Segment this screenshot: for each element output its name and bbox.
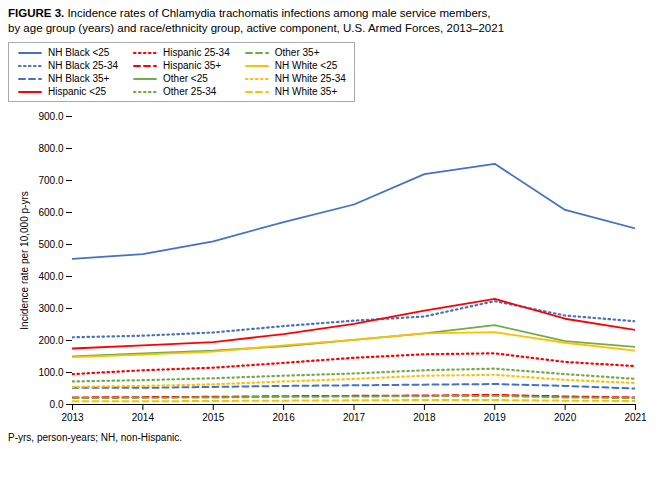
svg-text:2018: 2018 — [413, 412, 436, 423]
svg-text:2016: 2016 — [273, 412, 296, 423]
svg-text:2019: 2019 — [484, 412, 507, 423]
html-text:Other 35+: Other 35+ — [274, 47, 320, 58]
svg-text:600.0: 600.0 — [38, 207, 63, 218]
html-text:NH Black <25: NH Black <25 — [48, 47, 110, 58]
svg-text:2015: 2015 — [202, 412, 225, 423]
html-text:NH White 35+: NH White 35+ — [274, 86, 338, 97]
html-text:Hispanic <25: Hispanic <25 — [48, 86, 107, 97]
html-text:by age group (years) and race/: by age group (years) and race/ethnicity … — [8, 22, 505, 34]
html-text:NH White <25: NH White <25 — [274, 60, 338, 71]
html-text:NH White 25-34: NH White 25-34 — [274, 73, 346, 84]
svg-text:2017: 2017 — [343, 412, 366, 423]
svg-text:700.0: 700.0 — [38, 175, 63, 186]
html-text:Other <25: Other <25 — [163, 73, 208, 84]
svg-text:100.0: 100.0 — [38, 367, 63, 378]
svg-text:300.0: 300.0 — [38, 303, 63, 314]
svg-text:2014: 2014 — [132, 412, 155, 423]
html-text:NH Black 25-34: NH Black 25-34 — [48, 60, 118, 71]
svg-text:400.0: 400.0 — [38, 271, 63, 282]
svg-text:0.0: 0.0 — [50, 399, 64, 410]
svg-text:2020: 2020 — [554, 412, 577, 423]
html-text:Hispanic 25-34: Hispanic 25-34 — [163, 47, 230, 58]
html-text:P-yrs, person-years; NH, non-H: P-yrs, person-years; NH, non-Hispanic. — [8, 432, 182, 443]
svg-text:Incidence rate per 10,000 p-yr: Incidence rate per 10,000 p-yrs — [19, 191, 30, 329]
svg-text:900.0: 900.0 — [38, 111, 63, 122]
svg-text:2021: 2021 — [624, 412, 647, 423]
html-text:Other 25-34: Other 25-34 — [163, 86, 217, 97]
svg-text:800.0: 800.0 — [38, 143, 63, 154]
svg-text:500.0: 500.0 — [38, 239, 63, 250]
svg-text:200.0: 200.0 — [38, 335, 63, 346]
html-text:NH Black 35+: NH Black 35+ — [48, 73, 110, 84]
svg-text:2013: 2013 — [61, 412, 84, 423]
html-text:Hispanic 35+: Hispanic 35+ — [163, 60, 222, 71]
html-text:FIGURE 3. Incidence rates of C: FIGURE 3. Incidence rates of Chlamydia t… — [8, 7, 491, 19]
